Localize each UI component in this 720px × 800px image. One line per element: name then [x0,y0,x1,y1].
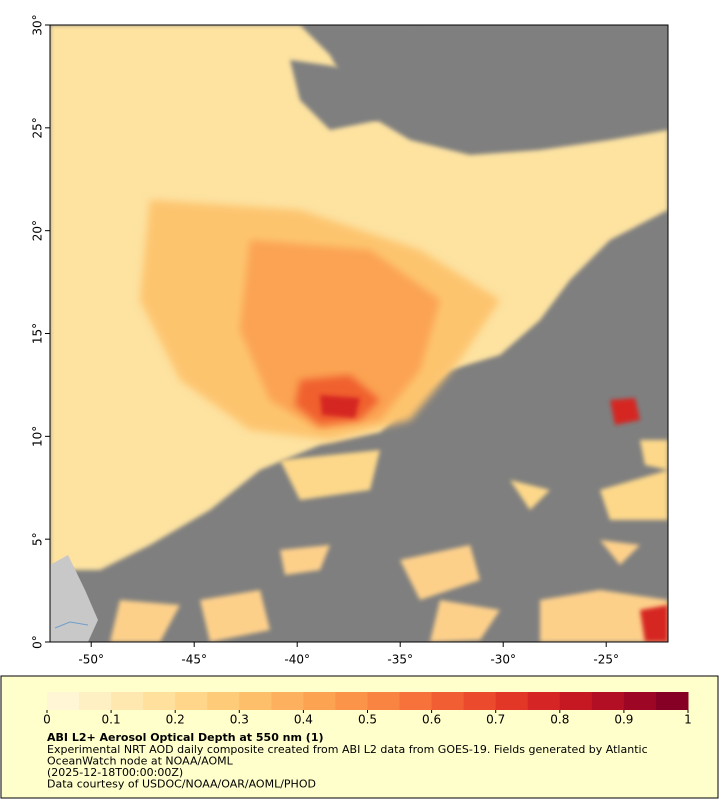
x-tick-label: -50° [78,653,104,667]
no-data-area [420,25,668,120]
no-data-area [290,60,380,130]
y-tick-label: 10° [31,426,45,447]
land [50,555,98,642]
colorbar-tick-label: 0.4 [294,713,313,727]
colorbar-step [207,692,240,710]
y-tick-label: 20° [31,220,45,241]
colorbar-step [399,692,433,710]
colorbar-tick-label: 0 [43,713,51,727]
colorbar-step [111,692,144,710]
colorbar-step [367,692,401,710]
colorbar-step [303,692,336,710]
x-tick-label: -30° [490,653,516,667]
colorbar-tick-label: 1 [684,713,692,727]
colorbar-step [431,692,465,710]
y-tick-label: 30° [31,14,45,35]
aerosol-field [320,395,668,642]
colorbar-step [143,692,176,710]
y-tick-label: 5° [31,532,45,546]
y-tick-label: 15° [31,323,45,344]
colorbar-step [271,692,304,710]
colorbar-step [79,692,112,710]
y-tick-label: 0° [31,635,45,649]
caption-line: Data courtesy of USDOC/NOAA/OAR/AOML/PHO… [47,778,316,791]
colorbar-step [175,692,208,710]
colorbar-tick-label: 0.6 [422,713,441,727]
x-tick-label: -45° [181,653,207,667]
colorbar-tick-label: 0.7 [486,713,505,727]
colorbar-tick-label: 0.8 [550,713,569,727]
aerosol-field [280,440,668,520]
colorbar-tick-label: 0.9 [614,713,633,727]
colorbar-title: ABI L2+ Aerosol Optical Depth at 550 nm … [47,731,324,744]
colorbar-step [495,692,529,710]
colorbar-step [239,692,272,710]
caption-line: (2025-12-18T00:00:00Z) [47,766,183,779]
colorbar-step [623,692,657,710]
x-tick-label: -40° [284,653,310,667]
map-image [50,25,668,642]
colorbar-tick-label: 0.1 [102,713,121,727]
colorbar-step [559,692,593,710]
colorbar-step [47,692,80,710]
aerosol-field [240,240,440,430]
y-tick-label: 25° [31,117,45,138]
x-tick-label: -25° [593,653,619,667]
colorbar-step [463,692,497,710]
colorbar-tick-label: 0.3 [230,713,249,727]
colorbar-step [335,692,368,710]
x-tick-label: -35° [387,653,413,667]
colorbar-tick-label: 0.5 [358,713,377,727]
colorbar-step [591,692,625,710]
aerosol-field [110,540,668,642]
river [54,621,89,629]
colorbar-step [655,692,689,710]
caption-line: OceanWatch node at NOAA/AOML [47,755,234,768]
caption-line: Experimental NRT AOD daily composite cre… [47,743,648,756]
colorbar-step [527,692,561,710]
colorbar-tick-label: 0.2 [166,713,185,727]
